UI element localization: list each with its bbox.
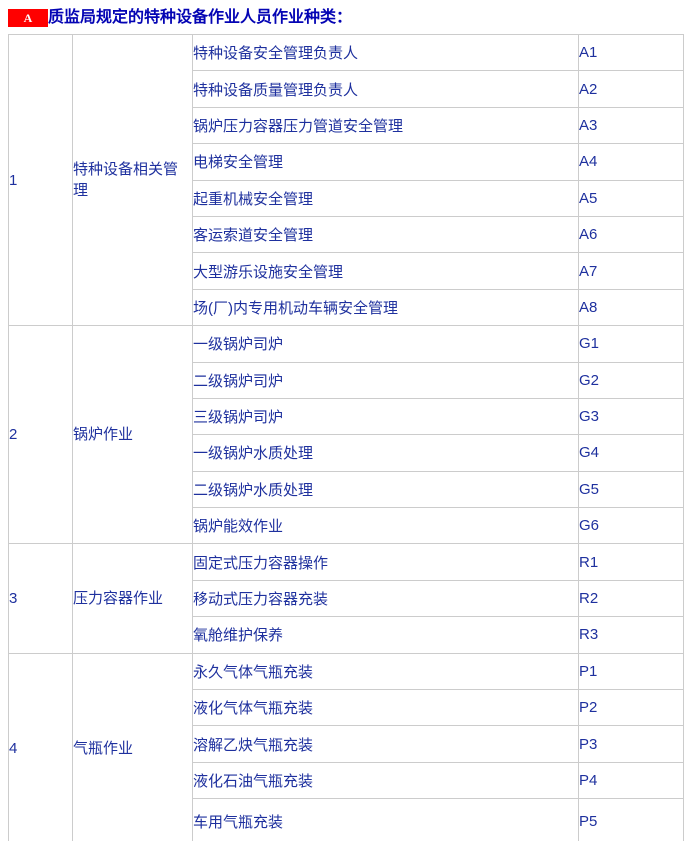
item-name-cell: 固定式压力容器操作 [192,543,579,581]
item-name-cell: 二级锅炉司炉 [192,361,579,399]
item-code-cell: G2 [578,361,684,399]
table-row: 客运索道安全管理 A6 [9,215,684,254]
item-code-cell: A6 [578,215,684,254]
item-name-cell: 氧舱维护保养 [192,616,579,654]
section-badge: A [8,9,48,27]
item-code-cell: A4 [578,143,684,181]
item-code-cell: A5 [578,179,684,217]
category-cell: 锅炉作业 [72,325,193,545]
item-name-cell: 特种设备质量管理负责人 [192,70,579,108]
item-name-cell: 锅炉能效作业 [192,507,579,545]
section-number-cell: 2 [8,325,73,545]
item-code-cell: P2 [578,689,684,727]
item-code-cell: G6 [578,507,684,545]
item-code-cell: P4 [578,761,684,800]
item-code-cell: R3 [578,616,684,654]
item-code-cell: P1 [578,652,684,691]
table-row: 移动式压力容器充装 R2 [9,579,684,618]
table-row: 3 压力容器作业 固定式压力容器操作 R1 [8,543,684,654]
table-row: 溶解乙炔气瓶充装 P3 [9,725,684,763]
table-row: 二级锅炉司炉 G2 [9,361,684,399]
table-row: 2 锅炉作业 一级锅炉司炉 G1 [8,325,684,545]
table-row: 特种设备质量管理负责人 A2 [9,70,684,108]
table-row: 起重机械安全管理 A5 [9,179,684,217]
item-name-cell: 起重机械安全管理 [192,179,579,217]
item-name-cell: 三级锅炉司炉 [192,397,579,436]
item-code-cell: R2 [578,579,684,618]
page-title: 质监局规定的特种设备作业人员作业种类： [48,9,353,26]
item-code-cell: G1 [578,325,684,363]
item-name-cell: 锅炉压力容器压力管道安全管理 [192,106,579,145]
item-name-cell: 电梯安全管理 [192,143,579,181]
item-name-cell: 液化石油气瓶充装 [192,761,579,800]
item-name-cell: 场(厂)内专用机动车辆安全管理 [192,288,579,327]
table-row: 液化气体气瓶充装 P2 [9,689,684,727]
table-row: 1 特种设备相关管理 特种设备安全管理负责人 A1 [8,33,684,327]
section-number-cell: 1 [8,33,73,327]
item-code-cell: A1 [578,33,684,72]
item-code-cell: G3 [578,397,684,436]
item-code-cell: P3 [578,725,684,763]
item-name-cell: 一级锅炉水质处理 [192,434,579,472]
table-row: 二级锅炉水质处理 G5 [9,470,684,509]
section-number-cell: 3 [8,543,73,654]
item-code-cell: G5 [578,470,684,509]
job-categories-table: 1 特种设备相关管理 特种设备安全管理负责人 A1 特种设备质量管理负责人 A2 锅炉压力容… [8,33,684,841]
item-name-cell: 永久气体气瓶充装 [192,652,579,691]
item-name-cell: 车用气瓶充装 [192,798,579,841]
item-code-cell: A8 [578,288,684,327]
item-name-cell: 液化气体气瓶充装 [192,689,579,727]
item-code-cell: G4 [578,434,684,472]
table-row: 液化石油气瓶充装 P4 [9,761,684,800]
item-name-cell: 移动式压力容器充装 [192,579,579,618]
item-name-cell: 一级锅炉司炉 [192,325,579,363]
category-cell: 压力容器作业 [72,543,193,654]
table-row: 车用气瓶充装 P5 [9,798,684,841]
table-row: 电梯安全管理 A4 [9,143,684,181]
item-name-cell: 特种设备安全管理负责人 [192,33,579,72]
table-row: 锅炉能效作业 G6 [9,507,684,545]
section-header: A 质监局规定的特种设备作业人员作业种类： [8,8,689,28]
table-row: 锅炉压力容器压力管道安全管理 A3 [9,106,684,145]
job-categories-table-body: 1 特种设备相关管理 特种设备安全管理负责人 A1 特种设备质量管理负责人 A2 锅炉压力容… [8,33,684,841]
item-name-cell: 大型游乐设施安全管理 [192,252,579,290]
category-cell: 气瓶作业 [72,652,193,841]
table-row: 大型游乐设施安全管理 A7 [9,252,684,290]
item-code-cell: R1 [578,543,684,581]
item-name-cell: 二级锅炉水质处理 [192,470,579,509]
table-row: 三级锅炉司炉 G3 [9,397,684,436]
item-code-cell: P5 [578,798,684,841]
section-number-cell: 4 [8,652,73,841]
category-cell: 特种设备相关管理 [72,33,193,327]
item-name-cell: 溶解乙炔气瓶充装 [192,725,579,763]
item-code-cell: A2 [578,70,684,108]
table-row: 氧舱维护保养 R3 [9,616,684,654]
table-row: 场(厂)内专用机动车辆安全管理 A8 [9,288,684,327]
item-name-cell: 客运索道安全管理 [192,215,579,254]
table-row: 4 气瓶作业 永久气体气瓶充装 P1 [8,652,684,841]
item-code-cell: A3 [578,106,684,145]
item-code-cell: A7 [578,252,684,290]
